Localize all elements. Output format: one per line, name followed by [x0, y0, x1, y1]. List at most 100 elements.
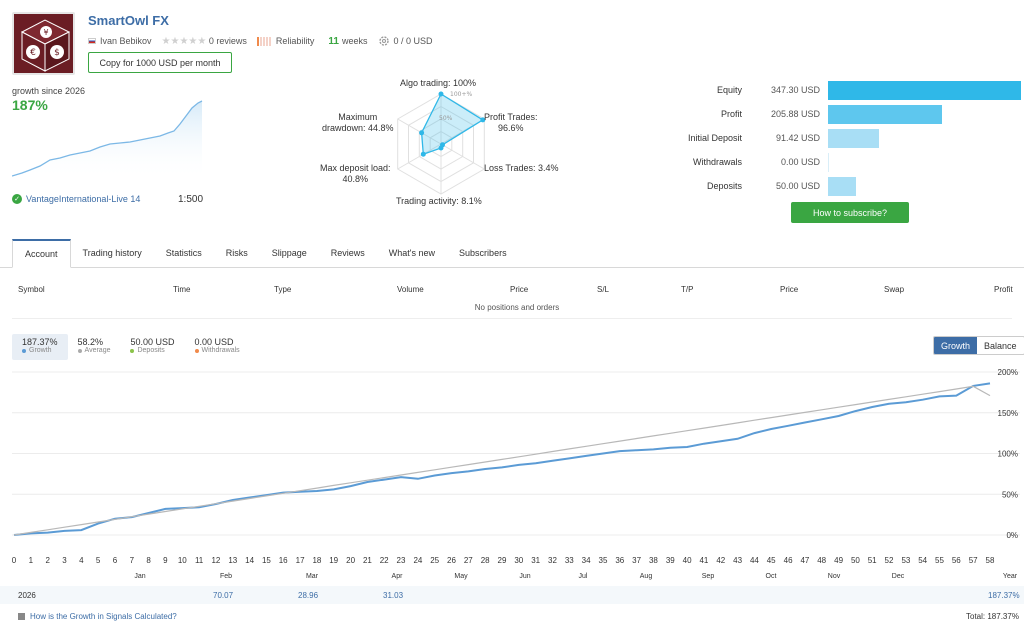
x-tick-label: 40 [683, 556, 692, 565]
stat-value: 0.00 USD [780, 157, 820, 167]
reviews[interactable]: ★★★★★ 0 reviews [162, 36, 247, 47]
year-axis-label: Year [1003, 573, 1018, 580]
x-tick-label: 6 [113, 556, 118, 565]
author-name[interactable]: Ivan Bebikov [100, 36, 152, 46]
radar-chart: 100+% 50% Algo trading: 100% Profit Trad… [300, 74, 590, 214]
growth-calculation-link[interactable]: How is the Growth in Signals Calculated? [18, 612, 177, 621]
svg-text:€: € [30, 48, 36, 58]
stat-bar [828, 128, 879, 148]
x-tick-label: 17 [296, 556, 305, 565]
growth-calculation-text[interactable]: How is the Growth in Signals Calculated? [30, 612, 177, 621]
x-tick-label: 23 [397, 556, 406, 565]
growth-value: 187% [12, 97, 48, 113]
meta-row: Ivan Bebikov ★★★★★ 0 reviews Reliability… [88, 35, 443, 47]
col-symbol[interactable]: Symbol [18, 285, 45, 294]
summary-growth-label: Growth [29, 347, 52, 354]
deposits-dot-icon [130, 348, 135, 353]
x-tick-label: 3 [62, 556, 67, 565]
summary-average[interactable]: 58.2% Average [68, 334, 121, 360]
month-label: Sep [702, 573, 715, 580]
col-profit[interactable]: Profit [994, 285, 1013, 294]
how-to-subscribe-button[interactable]: How to subscribe? [791, 202, 909, 223]
x-tick-label: 25 [430, 556, 439, 565]
x-tick-label: 43 [733, 556, 742, 565]
x-tick-label: 2 [45, 556, 50, 565]
chart-mode-toggle: Growth Balance [933, 336, 1024, 355]
col-sl[interactable]: S/L [597, 285, 610, 294]
summary-deposits[interactable]: 50.00 USD Deposits [120, 334, 184, 360]
x-tick-label: 30 [514, 556, 523, 565]
tab-whats-new[interactable]: What's new [388, 248, 436, 258]
stat-row-withdrawals: Withdrawals 0.00 USD [660, 152, 1024, 172]
x-tick-label: 29 [498, 556, 507, 565]
tab-bar: Account Trading history Statistics Risks… [0, 239, 1024, 268]
x-tick-label: 15 [262, 556, 271, 565]
summary-growth[interactable]: 187.37% Growth [12, 334, 68, 360]
summary-withdrawals[interactable]: 0.00 USD Withdrawals [185, 334, 250, 360]
x-tick-label: 33 [565, 556, 574, 565]
broker-name[interactable]: VantageInternational-Live 14 [26, 194, 141, 204]
stat-label: Profit [720, 109, 742, 119]
tab-subscribers[interactable]: Subscribers [459, 248, 507, 258]
x-tick-label: 56 [952, 556, 961, 565]
col-price-current[interactable]: Price [780, 285, 799, 294]
month-label: Jan [134, 573, 145, 580]
month-label: Dec [892, 573, 905, 580]
copy-button[interactable]: Copy for 1000 USD per month [88, 52, 232, 73]
radar-point [438, 145, 444, 151]
stat-bar [828, 176, 856, 196]
x-tick-label: 5 [96, 556, 101, 565]
x-tick-label: 44 [750, 556, 759, 565]
col-type[interactable]: Type [274, 285, 292, 294]
year-mar-value: 28.96 [298, 591, 319, 600]
col-price-open[interactable]: Price [510, 285, 529, 294]
author[interactable]: Ivan Bebikov [88, 36, 152, 46]
col-swap[interactable]: Swap [884, 285, 905, 294]
x-tick-label: 45 [767, 556, 776, 565]
x-tick-label: 10 [178, 556, 187, 565]
x-tick-label: 46 [784, 556, 793, 565]
x-tick-label: 28 [481, 556, 490, 565]
stat-value: 91.42 USD [775, 133, 820, 143]
radar-label-drawdown: Maximum drawdown: 44.8% [322, 112, 394, 134]
tab-statistics[interactable]: Statistics [165, 248, 202, 258]
summary-average-label: Average [84, 347, 111, 354]
tab-slippage[interactable]: Slippage [271, 248, 307, 258]
summary-withdrawals-value: 0.00 USD [194, 337, 234, 347]
tab-reviews[interactable]: Reviews [330, 248, 365, 258]
x-tick-label: 37 [632, 556, 641, 565]
x-tick-label: 50 [851, 556, 860, 565]
col-time[interactable]: Time [173, 285, 191, 294]
year-total-value: 187.37% [988, 591, 1020, 600]
reviews-count[interactable]: 0 reviews [208, 36, 247, 46]
x-tick-label: 35 [599, 556, 608, 565]
radar-label-profit: Profit Trades: 96.6% [484, 112, 538, 134]
x-tick-label: 14 [245, 556, 254, 565]
x-tick-label: 20 [346, 556, 355, 565]
radar-drawdown-line2: drawdown: 44.8% [322, 123, 394, 133]
x-tick-label: 55 [935, 556, 944, 565]
tab-trading-history[interactable]: Trading history [82, 248, 142, 258]
leverage: 1:500 [178, 194, 204, 205]
tab-risks[interactable]: Risks [225, 248, 248, 258]
document-icon [18, 613, 25, 620]
x-tick-label: 12 [211, 556, 220, 565]
col-volume[interactable]: Volume [397, 285, 424, 294]
growth-toggle-button[interactable]: Growth [934, 337, 978, 354]
x-tick-label: 9 [163, 556, 168, 565]
x-tick-label: 22 [380, 556, 389, 565]
x-tick-label: 53 [901, 556, 910, 565]
stat-row-deposits: Deposits 50.00 USD [660, 176, 1024, 196]
year-feb-value: 70.07 [213, 591, 234, 600]
signal-title[interactable]: SmartOwl FX [88, 13, 169, 28]
x-tick-label: 39 [666, 556, 675, 565]
tab-account[interactable]: Account [12, 239, 71, 268]
radar-inner-100: 100+% [450, 91, 472, 98]
balance-toggle-button[interactable]: Balance [984, 340, 1017, 351]
stat-label: Equity [716, 85, 742, 95]
weeks: 11 weeks [328, 36, 367, 47]
col-tp[interactable]: T/P [681, 285, 694, 294]
stat-value: 347.30 USD [770, 85, 820, 95]
broker-link[interactable]: ✓ VantageInternational-Live 14 [12, 194, 140, 204]
x-tick-label: 7 [130, 556, 135, 565]
